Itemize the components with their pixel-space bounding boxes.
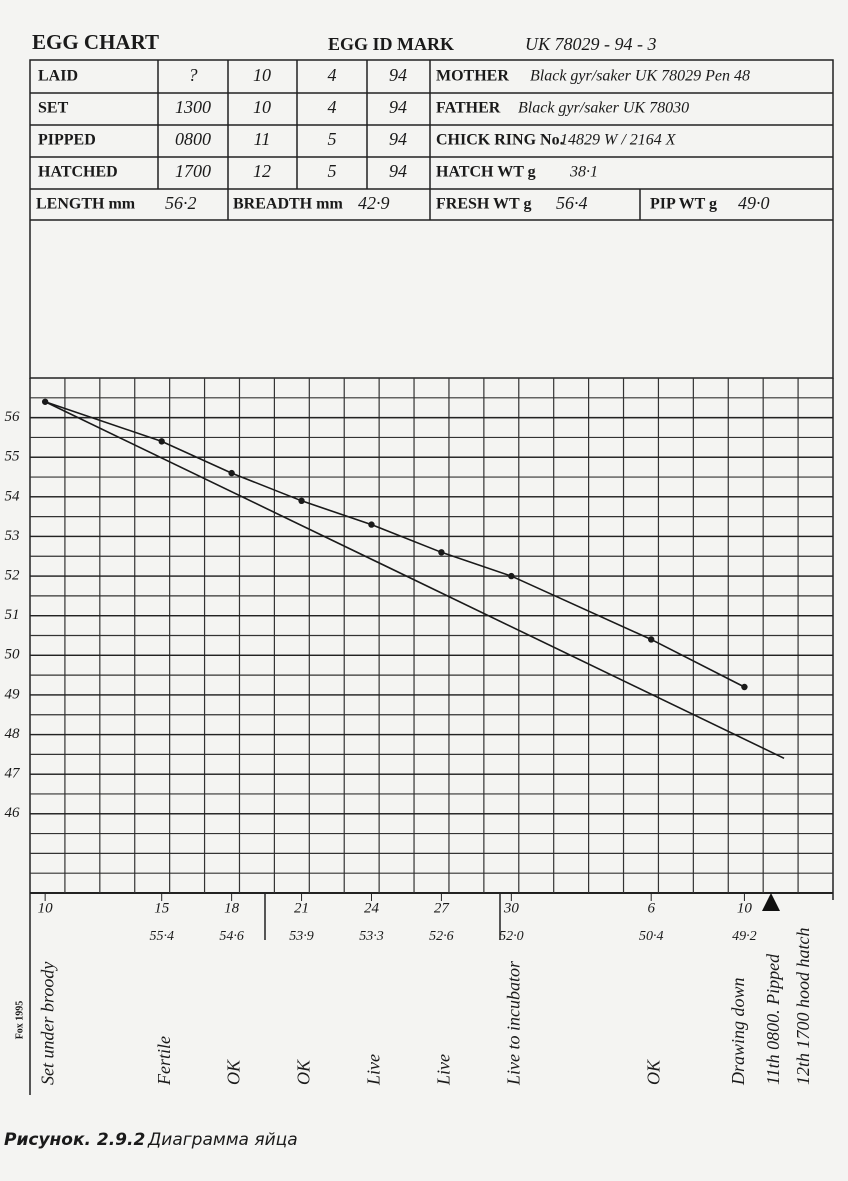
measure-value: 56·4: [556, 193, 588, 213]
annotation: Live: [434, 1054, 454, 1086]
x-tick-label: 27: [434, 900, 451, 916]
weight-point: [508, 572, 515, 580]
cell-value: 10: [253, 97, 271, 117]
y-tick-label: 49: [5, 686, 21, 702]
y-tick-label: 50: [5, 647, 21, 663]
measure-label: PIP WT g: [650, 196, 717, 213]
cell-value: 1700: [175, 161, 211, 181]
annotation: OK: [643, 1059, 663, 1085]
weight-point: [438, 549, 445, 556]
weight-point: [741, 683, 748, 691]
weight-label: 53·9: [289, 929, 314, 944]
y-tick-label: 53: [5, 528, 20, 544]
y-tick-label: 47: [5, 766, 22, 782]
cell-value: 11: [254, 129, 271, 149]
cell-value: 94: [389, 97, 407, 117]
annotation: Live: [364, 1054, 384, 1086]
id-label: EGG ID MARK: [328, 34, 454, 54]
row-label: PIPPED: [38, 132, 96, 149]
weight-line: [44, 401, 745, 688]
row-label: SET: [38, 100, 69, 117]
weight-label: 50·4: [639, 929, 664, 944]
annotation: 12th 1700 hood hatch: [793, 928, 813, 1086]
weight-line: [44, 401, 785, 760]
cell-value: 10: [253, 65, 271, 85]
measure-label: BREADTH mm: [233, 196, 343, 213]
weight-point: [228, 469, 235, 477]
title: EGG CHART: [32, 30, 159, 54]
cell-value: 4: [328, 65, 337, 85]
y-tick-label: 56: [5, 409, 21, 425]
x-tick-label: 18: [224, 900, 240, 916]
cell-value: 5: [328, 129, 337, 149]
annotation: Set under broody: [37, 962, 57, 1085]
row-label: HATCHED: [38, 164, 118, 181]
x-tick-label: 30: [503, 900, 520, 916]
weight-label: 54·6: [219, 929, 244, 944]
measure-value: 56·2: [165, 193, 197, 213]
cell-value: 4: [328, 97, 337, 117]
weight-point: [298, 497, 305, 505]
parent-value: 38·1: [569, 164, 598, 181]
y-tick-label: 48: [5, 726, 21, 742]
weight-label: 52·6: [429, 929, 454, 944]
measure-value: 42·9: [358, 193, 390, 213]
id-value: UK 78029 - 94 - 3: [525, 34, 657, 54]
hatch-marker: [762, 893, 780, 911]
x-tick-label: 6: [647, 900, 655, 916]
credit: Fox 1995: [14, 1001, 25, 1040]
measure-label: FRESH WT g: [436, 196, 531, 213]
parent-label: MOTHER: [436, 68, 509, 85]
cell-value: 94: [389, 65, 407, 85]
cell-value: 0800: [175, 129, 211, 149]
caption-text: Диаграмма яйца: [147, 1130, 298, 1150]
cell-value: ?: [189, 65, 198, 85]
measure-label: LENGTH mm: [36, 196, 136, 213]
parent-value: 14829 W / 2164 X: [560, 132, 677, 149]
parent-label: FATHER: [436, 100, 501, 117]
annotation: OK: [294, 1059, 314, 1085]
measure-value: 49·0: [738, 193, 770, 213]
cell-value: 1300: [175, 97, 211, 117]
x-tick-label: 24: [364, 900, 380, 916]
weight-point: [368, 521, 375, 528]
weight-label: 53·3: [359, 929, 384, 944]
weight-label: 52·0: [499, 929, 524, 944]
y-tick-label: 52: [5, 568, 21, 584]
y-tick-label: 55: [5, 449, 21, 465]
x-tick-label: 10: [737, 900, 753, 916]
parent-value: Black gyr/saker UK 78030: [518, 100, 689, 117]
weight-label: 49·2: [732, 929, 757, 944]
cell-value: 94: [389, 161, 407, 181]
y-tick-label: 46: [5, 805, 21, 821]
annotation: Live to incubator: [503, 960, 523, 1086]
annotation: OK: [224, 1059, 244, 1085]
weight-label: 55·4: [149, 929, 174, 944]
y-tick-label: 54: [5, 488, 21, 504]
x-tick-label: 21: [294, 900, 309, 916]
annotation: Fertile: [154, 1036, 174, 1086]
row-label: LAID: [38, 68, 78, 85]
x-tick-label: 10: [38, 900, 54, 916]
x-tick-label: 15: [154, 900, 170, 916]
caption-label: Рисунок. 2.9.2: [4, 1130, 145, 1150]
parent-label: HATCH WT g: [436, 164, 536, 181]
parent-value: Black gyr/saker UK 78029 Pen 48: [530, 68, 750, 85]
annotation: Drawing down: [728, 977, 748, 1086]
y-tick-label: 51: [5, 607, 20, 623]
weight-point: [158, 438, 165, 445]
parent-label: CHICK RING No.: [436, 132, 564, 149]
annotation: 11th 0800. Pipped: [763, 953, 783, 1085]
cell-value: 94: [389, 129, 407, 149]
weight-point: [647, 636, 655, 643]
cell-value: 5: [328, 161, 337, 181]
cell-value: 12: [253, 161, 271, 181]
